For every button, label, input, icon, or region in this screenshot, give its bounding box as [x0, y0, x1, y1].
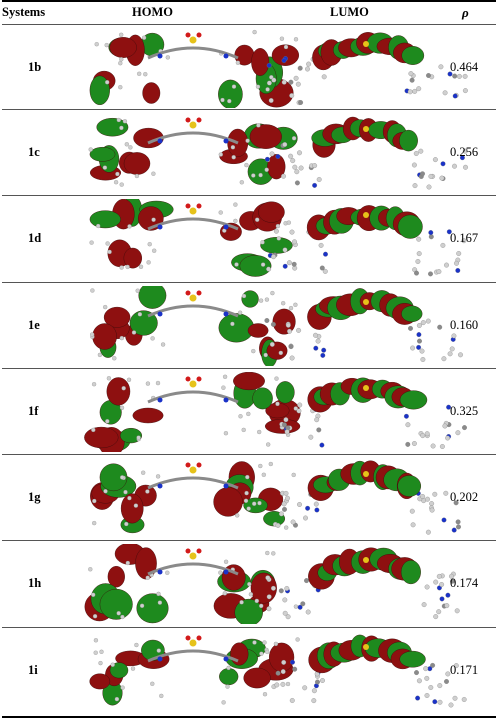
lumo-orbital-image	[256, 199, 476, 284]
system-label: 1f	[28, 404, 39, 418]
system-label: 1h	[28, 576, 42, 590]
system-label: 1d	[28, 231, 42, 245]
rho-value: 0.171	[450, 663, 479, 677]
top-rule	[2, 0, 496, 2]
header-lumo: LUMO	[330, 5, 369, 19]
bottom-rule	[2, 716, 496, 718]
rho-value: 0.325	[450, 404, 479, 418]
homo-orbital-image	[78, 631, 308, 716]
homo-orbital-image	[78, 371, 308, 457]
rho-value: 0.256	[450, 145, 479, 159]
homo-orbital-image	[78, 195, 308, 284]
homo-orbital-image	[78, 458, 308, 543]
rho-value: 0.167	[450, 231, 479, 245]
lumo-orbital-image	[256, 372, 476, 457]
row-divider	[2, 540, 496, 541]
rho-value: 0.160	[450, 318, 479, 332]
homo-orbital-image	[78, 28, 308, 113]
rho-value: 0.174	[450, 576, 479, 590]
homo-orbital-image	[78, 282, 308, 371]
row-divider	[2, 454, 496, 455]
system-label: 1c	[28, 145, 40, 159]
header-homo: HOMO	[132, 5, 173, 19]
lumo-orbital-image	[256, 544, 476, 629]
system-label: 1e	[28, 318, 40, 332]
system-label: 1i	[28, 663, 38, 677]
lumo-orbital-image	[256, 631, 476, 716]
row-divider	[2, 195, 496, 196]
row-divider	[2, 109, 496, 110]
rho-value: 0.202	[450, 490, 479, 504]
row-divider	[2, 282, 496, 283]
system-label: 1b	[28, 60, 42, 74]
lumo-orbital-image	[256, 28, 476, 113]
lumo-orbital-image	[256, 286, 476, 371]
header-systems: Systems	[2, 5, 46, 19]
lumo-orbital-image	[256, 113, 476, 198]
row-divider	[2, 368, 496, 369]
header-rho: ρ	[462, 5, 469, 20]
lumo-orbital-image	[256, 458, 476, 543]
row-divider	[2, 627, 496, 628]
rho-value: 0.464	[450, 60, 479, 74]
header-rule	[2, 24, 496, 25]
homo-orbital-image	[78, 113, 308, 198]
system-label: 1g	[28, 490, 41, 504]
